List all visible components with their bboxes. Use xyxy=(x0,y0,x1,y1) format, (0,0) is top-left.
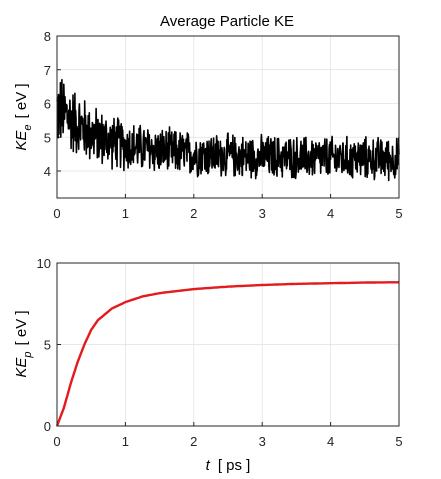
top-chart-panel: Average Particle KE 0 1 2 3 4 5 4 5 6 7 8 KEe [ eV… xyxy=(13,13,403,221)
top-y-label-unit: [ eV ] xyxy=(13,83,30,118)
ke-e-series-line xyxy=(56,78,400,182)
top-series-group xyxy=(56,78,400,182)
x-tick-label: 0 xyxy=(53,206,60,221)
top-axes-frame xyxy=(56,35,400,199)
bottom-y-label-main: KE xyxy=(13,357,30,378)
bottom-x-axis-label: t [ ps ] xyxy=(206,457,251,474)
bottom-x-label-main: t xyxy=(206,457,211,474)
bottom-axes-frame xyxy=(56,262,400,427)
y-tick-label: 0 xyxy=(44,419,51,434)
top-y-axis-label: KEe [ eV ] xyxy=(13,83,34,150)
y-tick-label: 5 xyxy=(44,338,51,353)
top-y-tick-labels: 4 5 6 7 8 xyxy=(44,29,51,179)
x-tick-label: 4 xyxy=(327,206,334,221)
bottom-chart-panel: 0 1 2 3 4 5 0 5 10 KEp [ eV ] t [ ps ] xyxy=(13,256,403,474)
y-tick-label: 4 xyxy=(44,164,51,179)
bottom-series-group xyxy=(55,281,400,427)
x-tick-label: 0 xyxy=(53,434,60,449)
top-gridlines xyxy=(56,35,400,198)
y-tick-label: 6 xyxy=(44,97,51,112)
x-tick-label: 5 xyxy=(395,434,402,449)
x-tick-label: 3 xyxy=(259,434,266,449)
chart-title: Average Particle KE xyxy=(160,13,294,30)
x-tick-label: 5 xyxy=(395,206,402,221)
x-tick-label: 2 xyxy=(190,206,197,221)
x-tick-label: 1 xyxy=(122,434,129,449)
y-tick-label: 10 xyxy=(37,256,51,271)
bottom-y-tick-labels: 0 5 10 xyxy=(37,256,51,434)
x-tick-label: 4 xyxy=(327,434,334,449)
bottom-y-label-unit: [ eV ] xyxy=(13,310,30,345)
x-tick-label: 3 xyxy=(259,206,266,221)
x-tick-label: 1 xyxy=(122,206,129,221)
bottom-x-label-unit: [ ps ] xyxy=(218,457,251,474)
x-tick-label: 2 xyxy=(190,434,197,449)
top-y-label-main: KE xyxy=(13,130,30,151)
top-y-label-sub: e xyxy=(22,124,34,130)
bottom-y-label-sub: p xyxy=(22,351,34,358)
ke-p-series-line xyxy=(55,281,400,427)
bottom-x-tick-labels: 0 1 2 3 4 5 xyxy=(53,434,402,449)
top-x-tick-labels: 0 1 2 3 4 5 xyxy=(53,206,402,221)
y-tick-label: 8 xyxy=(44,29,51,44)
y-tick-label: 7 xyxy=(44,63,51,78)
y-tick-label: 5 xyxy=(44,130,51,145)
bottom-y-axis-label: KEp [ eV ] xyxy=(13,310,34,377)
